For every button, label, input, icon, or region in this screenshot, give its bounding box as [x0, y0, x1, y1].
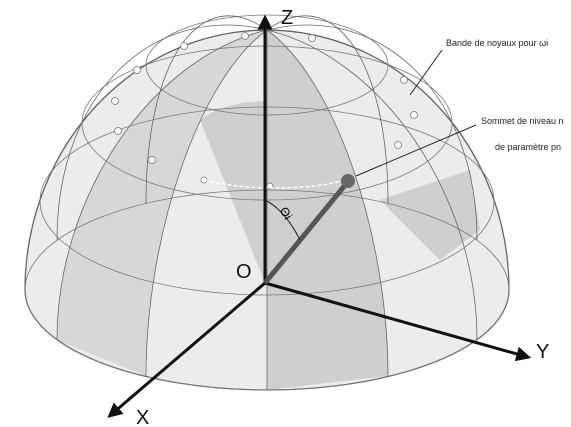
- callout-text: Bande de noyaux pour ωi: [446, 38, 548, 48]
- y-axis: [264, 281, 532, 362]
- callout-text: Sommet de niveau n: [481, 116, 564, 126]
- origin-label: O: [236, 261, 252, 283]
- x-axis: [107, 281, 266, 418]
- callout-text: de paramètre pn: [495, 142, 561, 152]
- y-label: Y: [536, 341, 549, 363]
- vector-tip: [341, 174, 355, 188]
- callout-line: [409, 49, 443, 96]
- meridians: [24, 15, 510, 391]
- callout-line: [355, 124, 477, 177]
- x-label: X: [136, 407, 149, 427]
- band-dots: [111, 32, 418, 190]
- vector: [263, 182, 348, 285]
- angle-arc: [264, 199, 301, 241]
- band-arc: [203, 177, 351, 189]
- z-label: Z: [281, 7, 293, 29]
